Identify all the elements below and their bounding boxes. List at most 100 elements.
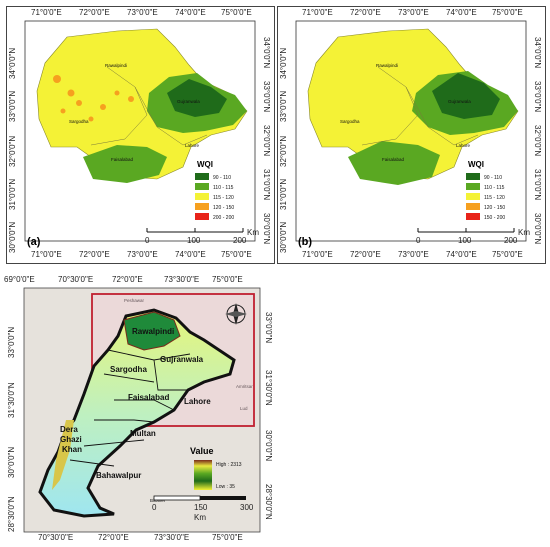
dgk-strip (52, 420, 74, 490)
legend-label: 120 - 150 (213, 205, 234, 211)
lat-tick: 30°0'0"N (279, 222, 288, 253)
scale-bar: 0 100 200 Km (416, 228, 530, 245)
lon-tick: 75°0'0"E (212, 275, 243, 284)
scale-unit: Km (518, 228, 530, 237)
wqi-region-120-150 (67, 89, 75, 97)
lon-tick: 71°0'0"E (302, 250, 333, 259)
lat-tick: 28°30'0"N (264, 484, 273, 520)
lat-tick: 30°0'0"N (7, 447, 16, 478)
lat-tick: 33°0'0"N (262, 81, 271, 112)
scale-tick: 0 (152, 503, 157, 512)
legend-title: WQI (197, 160, 213, 169)
panel-label: (a) (27, 236, 41, 248)
legend-label: 115 - 120 (213, 195, 234, 201)
city-label: Bahawalpur (96, 471, 141, 480)
legend-swatch (195, 183, 209, 190)
city-label: Sargodha (110, 365, 147, 374)
city-label: Lahore (456, 143, 471, 148)
map-panel-b: 71°0'0"E 72°0'0"E 73°0'0"E 74°0'0"E 75°0… (277, 6, 546, 264)
scale-tick: 0 (416, 236, 421, 245)
lon-tick: 75°0'0"E (492, 8, 523, 17)
legend-label: 200 - 200 (213, 215, 234, 221)
city-label: Lahore (184, 397, 211, 406)
city-label: Rawalpindi (376, 63, 398, 68)
lon-tick: 73°0'0"E (398, 250, 429, 259)
lon-tick: 72°0'0"E (350, 8, 381, 17)
lon-tick: 72°0'0"E (350, 250, 381, 259)
lat-tick: 34°0'0"N (262, 37, 271, 68)
rawalpindi-high-values (123, 311, 181, 351)
lon-tick: 70°30'0"E (58, 275, 93, 284)
lat-tick: 34°0'0"N (8, 48, 17, 79)
wqi-region-120-150 (76, 100, 82, 106)
city-label: Lahore (185, 143, 200, 148)
city-label: Gujranwala (160, 355, 204, 364)
lon-tick: 71°0'0"E (31, 250, 62, 259)
city-label: Faisalabad (111, 157, 134, 162)
legend-swatch (466, 173, 480, 180)
lat-tick: 32°0'0"N (8, 136, 17, 167)
scale-tick: 200 (504, 236, 518, 245)
scale-tick: 300 (240, 503, 254, 512)
basemap-label: Peshawar (124, 298, 145, 303)
wqi-region-120-150 (114, 90, 120, 96)
scale-tick: 0 (145, 236, 150, 245)
lon-tick: 72°0'0"E (79, 8, 110, 17)
legend-label: 120 - 150 (484, 205, 505, 211)
wqi-legend: WQI 90 - 110 110 - 115 115 - 120 120 - 1… (195, 160, 234, 221)
wqi-region-90-110 (167, 79, 227, 117)
lon-tick: 71°0'0"E (31, 8, 62, 17)
basemap-label: Amritsar (236, 384, 253, 389)
wqi-region-110-115 (83, 145, 167, 183)
lon-tick: 72°0'0"E (112, 275, 143, 284)
city-label: Faisalabad (382, 157, 405, 162)
legend-swatch (195, 193, 209, 200)
lon-tick: 75°0'0"E (221, 8, 252, 17)
wqi-region-120-150 (88, 116, 94, 122)
map-panel-c: Peshawar Amritsar Lud Bikaner Rawalpindi… (4, 270, 274, 542)
map-panel-a: 71°0'0"E 72°0'0"E 73°0'0"E 74°0'0"E 75°0… (6, 6, 275, 264)
scale-tick: 100 (458, 236, 472, 245)
lat-tick: 30°0'0"N (264, 430, 273, 461)
lat-tick: 30°0'0"N (533, 213, 542, 244)
lat-tick: 33°0'0"N (8, 91, 17, 122)
legend-label: 110 - 115 (213, 185, 234, 191)
wqi-region-115-120 (36, 28, 248, 180)
district-boundary (90, 66, 208, 146)
lat-tick: 34°0'0"N (279, 48, 288, 79)
lat-tick: 32°0'0"N (533, 125, 542, 156)
city-label: Dera (60, 425, 78, 434)
lat-tick: 31°30'0"N (264, 370, 273, 406)
wqi-region-110-115 (348, 141, 440, 185)
city-label: Faisalabad (128, 393, 169, 402)
legend-title: Value (190, 446, 214, 456)
basemap-label: Bikaner (150, 498, 166, 503)
city-label: Sargodha (69, 119, 89, 124)
scale-bar: 0 150 300 Km (152, 495, 254, 522)
lon-tick: 72°0'0"E (98, 533, 129, 542)
lon-tick: 70°30'0"E (38, 533, 73, 542)
city-label: Gujranwala (448, 99, 471, 104)
lon-tick: 74°0'0"E (175, 8, 206, 17)
wqi-region-120-150 (100, 104, 106, 110)
legend-low: Low : 35 (216, 484, 235, 490)
wqi-region-120-150 (60, 108, 66, 114)
wqi-legend: WQI 90 - 110 110 - 115 115 - 120 120 - 1… (466, 160, 505, 221)
legend-swatch (195, 203, 209, 210)
lat-tick: 30°0'0"N (8, 222, 17, 253)
scale-bar: 0 100 200 Km (145, 228, 259, 245)
lat-tick: 30°0'0"N (262, 213, 271, 244)
legend-swatch (466, 213, 480, 220)
map-b-svg: 71°0'0"E 72°0'0"E 73°0'0"E 74°0'0"E 75°0… (279, 8, 542, 259)
lat-tick: 33°0'0"N (264, 312, 273, 343)
city-label: Gujranwala (177, 99, 200, 104)
lat-tick: 31°0'0"N (533, 169, 542, 200)
lat-tick: 32°0'0"N (262, 125, 271, 156)
legend-label: 90 - 110 (213, 175, 231, 181)
lon-tick: 73°0'0"E (127, 8, 158, 17)
scale-tick: 150 (194, 503, 208, 512)
wqi-region-120-150 (53, 75, 61, 83)
lat-tick: 33°0'0"N (279, 91, 288, 122)
district-boundary (69, 349, 191, 467)
lat-tick: 31°0'0"N (262, 169, 271, 200)
